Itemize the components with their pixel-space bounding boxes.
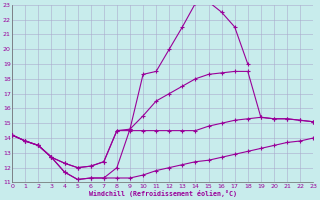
X-axis label: Windchill (Refroidissement éolien,°C): Windchill (Refroidissement éolien,°C) xyxy=(89,190,237,197)
